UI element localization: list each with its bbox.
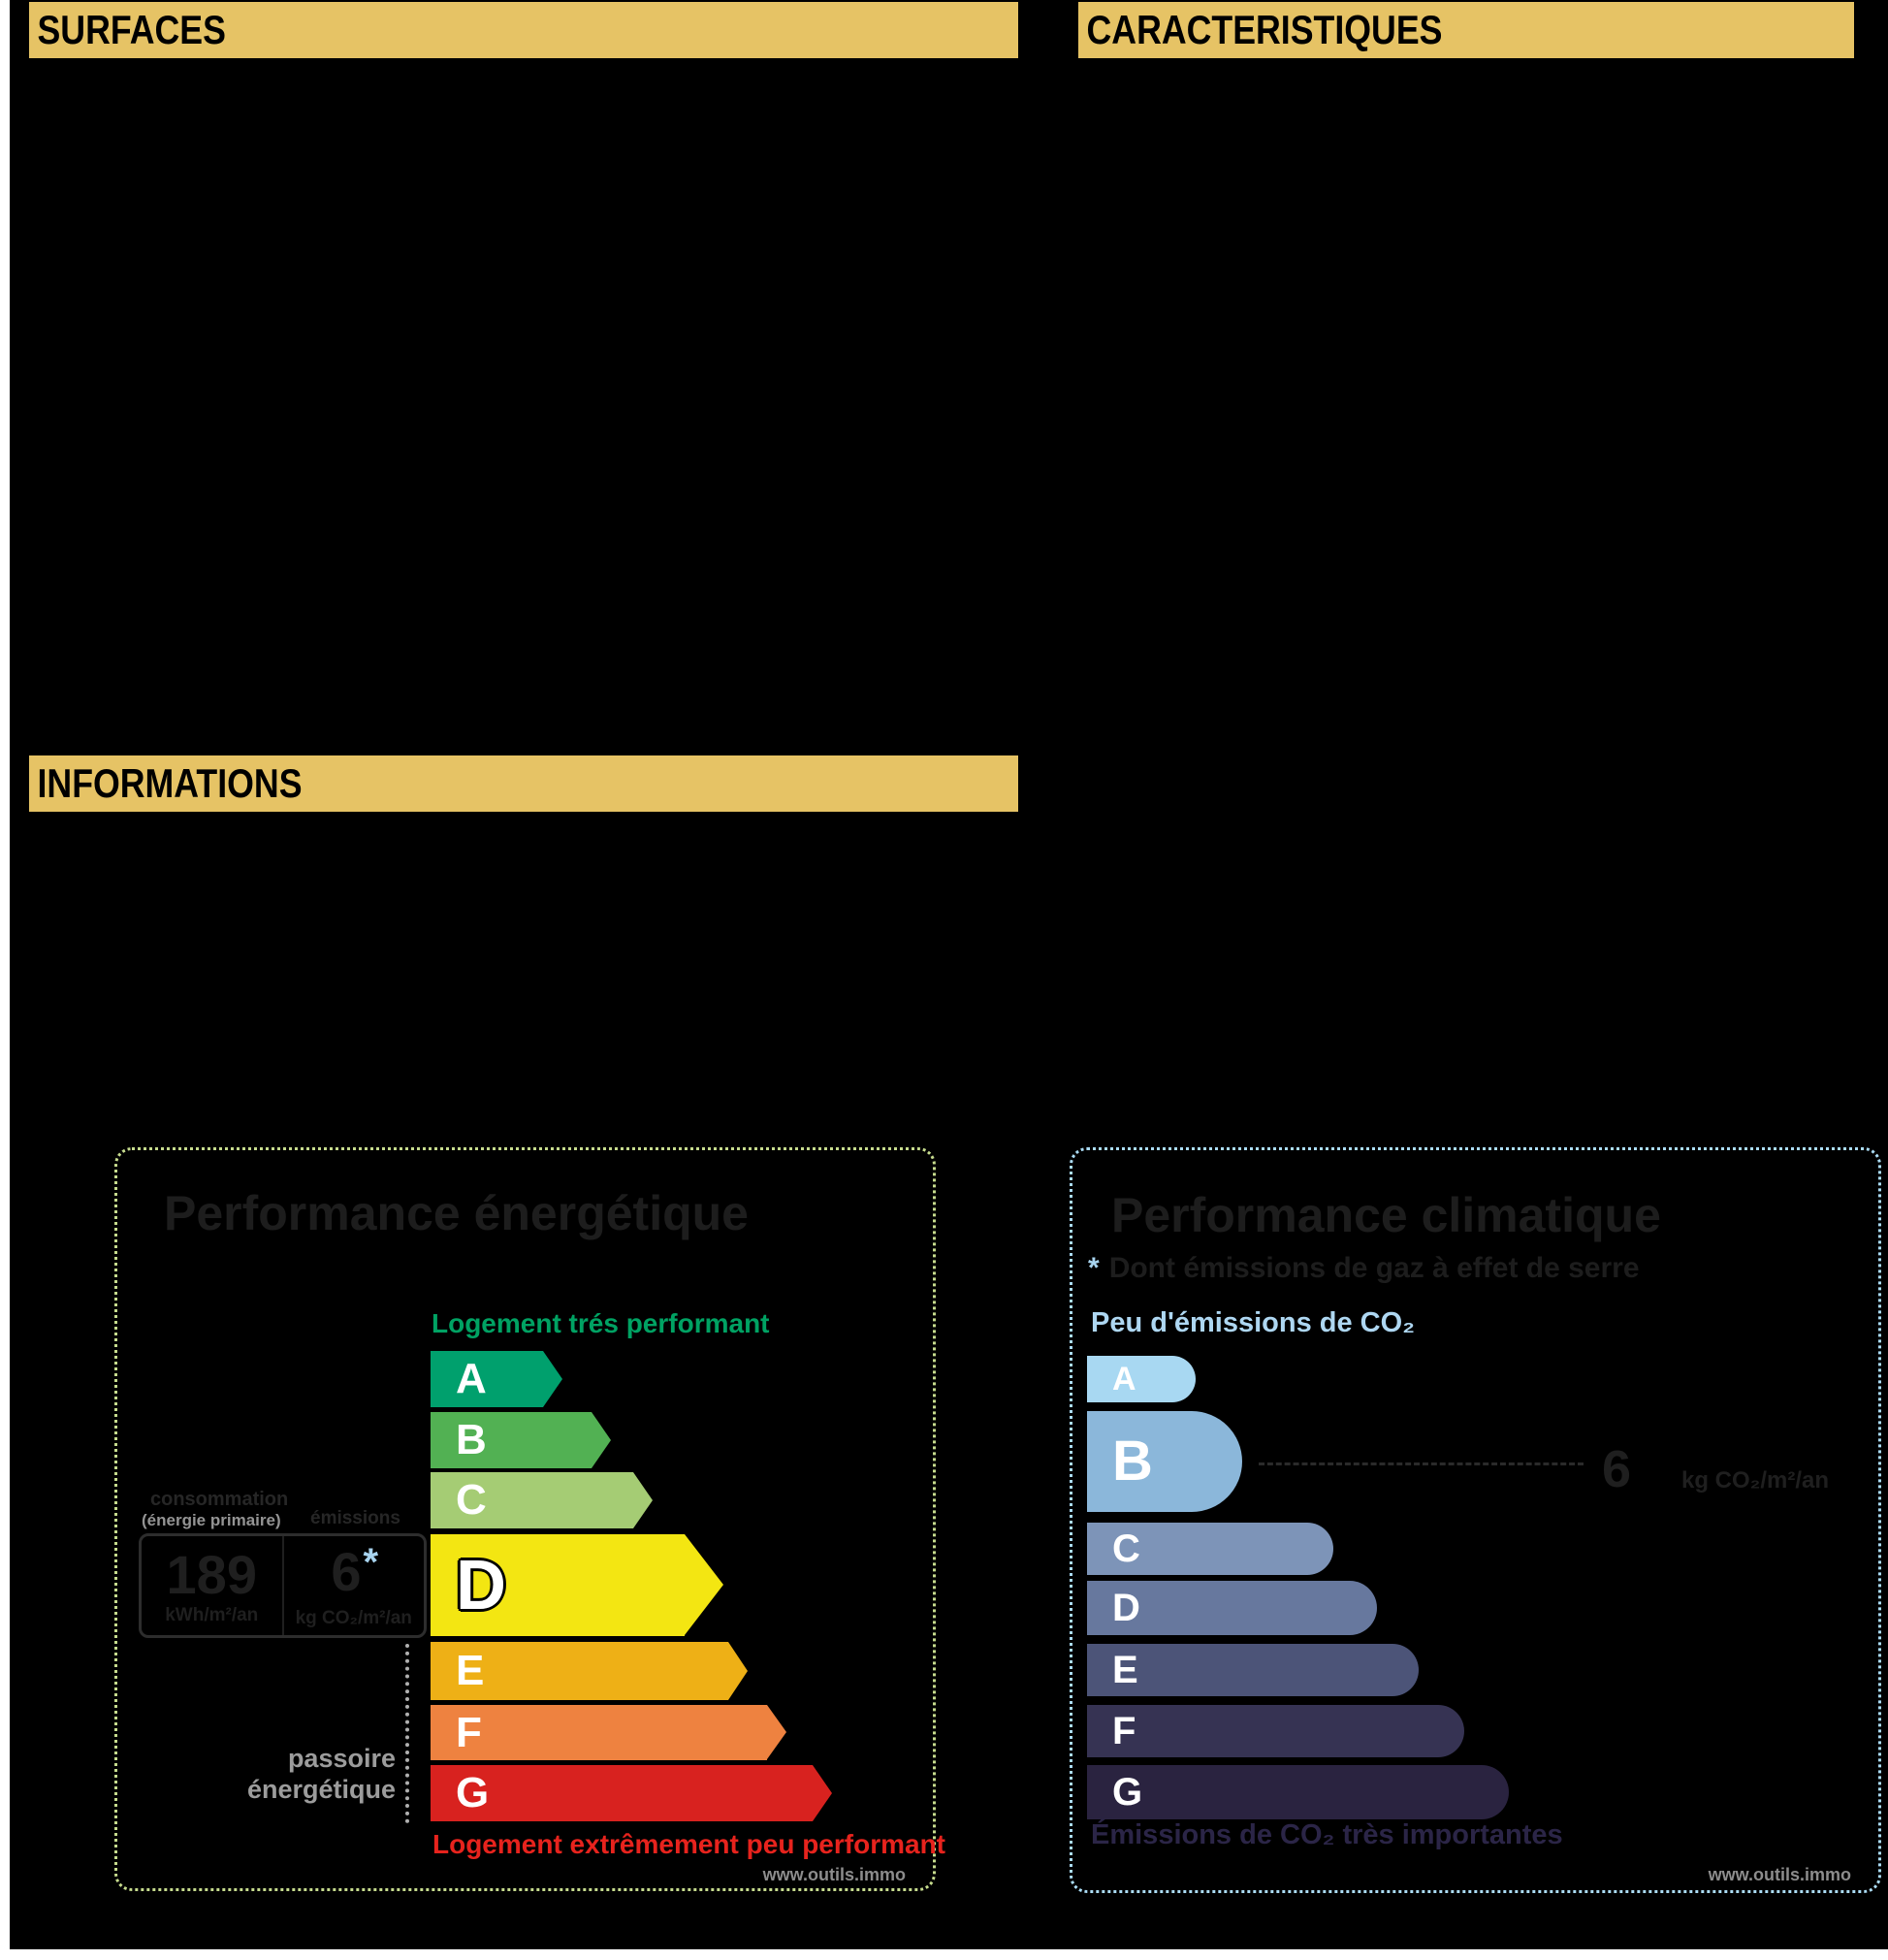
climate-bar-letter-F: F bbox=[1112, 1710, 1136, 1752]
climate-bar-letter-D: D bbox=[1112, 1587, 1140, 1629]
page-edge-left bbox=[0, 0, 10, 1960]
energy-sink-label-line2: énergétique bbox=[246, 1775, 396, 1804]
energy-bar-G: G bbox=[431, 1765, 832, 1821]
climate-bar-letter-A: A bbox=[1112, 1361, 1136, 1398]
consumption-label: consommation bbox=[150, 1489, 289, 1510]
climate-chart-subtitle: * Dont émissions de gaz à effet de serre bbox=[1088, 1252, 1640, 1285]
energy-bar-tip bbox=[813, 1765, 832, 1821]
energy-watermark: www.outils.immo bbox=[762, 1865, 906, 1884]
emission-value-wrap: 6* bbox=[331, 1541, 378, 1605]
climate-value-leader-line bbox=[1259, 1462, 1584, 1465]
consumption-unit: kWh/m²/an bbox=[165, 1604, 259, 1625]
climate-bar-G: G bbox=[1087, 1765, 1509, 1819]
consumption-value: 189 bbox=[166, 1543, 257, 1605]
climate-bottom-label: Émissions de CO₂ très importantes bbox=[1091, 1819, 1563, 1850]
energy-bar-D: D bbox=[431, 1534, 723, 1636]
section-header-caracteristiques: CARACTERISTIQUES bbox=[1078, 2, 1854, 58]
primary-energy-label: (énergie primaire) bbox=[142, 1511, 281, 1529]
climate-bar-E: E bbox=[1087, 1644, 1419, 1696]
energy-bar-tip bbox=[767, 1705, 786, 1759]
energy-sink-label-line1: passoire bbox=[287, 1744, 396, 1773]
energy-top-label: Logement trés performant bbox=[432, 1308, 770, 1338]
energy-bar-letter-D: D bbox=[456, 1546, 506, 1624]
climate-bar-D: D bbox=[1087, 1581, 1377, 1635]
climate-watermark: www.outils.immo bbox=[1708, 1865, 1851, 1884]
energy-performance-chart: Performance énergétique Logement trés pe… bbox=[114, 1147, 945, 1891]
energy-chart-title: Performance énergétique bbox=[164, 1186, 749, 1240]
energy-bar-tip bbox=[728, 1642, 748, 1700]
energy-bar-tip bbox=[633, 1472, 653, 1528]
climate-bar-B: B bbox=[1087, 1411, 1242, 1512]
energy-bar-letter-B: B bbox=[456, 1416, 487, 1463]
energy-bar-letter-A: A bbox=[456, 1355, 487, 1402]
energy-bar-B: B bbox=[431, 1412, 611, 1468]
energy-value-box: 189 kWh/m²/an 6* kg CO₂/m²/an bbox=[139, 1533, 427, 1638]
energy-bar-letter-C: C bbox=[456, 1476, 487, 1524]
energy-bar-tip bbox=[685, 1534, 723, 1635]
climate-value: 6 bbox=[1602, 1440, 1632, 1498]
climate-chart-title: Performance climatique bbox=[1111, 1188, 1661, 1242]
energy-bottom-label: Logement extrêmement peu performant bbox=[432, 1829, 945, 1859]
climate-bar-F: F bbox=[1087, 1705, 1464, 1757]
subtitle-star: * bbox=[1088, 1252, 1100, 1284]
energy-bar-E: E bbox=[431, 1642, 748, 1700]
section-header-informations: INFORMATIONS bbox=[29, 755, 1018, 812]
page-edge-bottom bbox=[0, 1949, 1888, 1960]
energy-bar-A: A bbox=[431, 1351, 562, 1407]
climate-bar-letter-G: G bbox=[1112, 1771, 1143, 1814]
subtitle-text: Dont émissions de gaz à effet de serre bbox=[1108, 1252, 1640, 1284]
energy-sink-label: passoire énergétique bbox=[117, 1743, 396, 1805]
emission-unit: kg CO₂/m²/an bbox=[295, 1607, 412, 1628]
climate-bar-A: A bbox=[1087, 1356, 1196, 1402]
energy-bar-tip bbox=[592, 1412, 611, 1468]
climate-bar-letter-B: B bbox=[1112, 1430, 1153, 1493]
energy-bar-tip bbox=[543, 1351, 562, 1407]
energy-bar-letter-E: E bbox=[456, 1647, 485, 1694]
climate-bar-letter-E: E bbox=[1112, 1649, 1138, 1691]
emission-star: * bbox=[363, 1540, 379, 1584]
climate-value-unit: kg CO₂/m²/an bbox=[1681, 1467, 1830, 1494]
section-header-surfaces-label: SURFACES bbox=[37, 7, 226, 52]
energy-bar-F: F bbox=[431, 1705, 786, 1760]
consumption-column: 189 kWh/m²/an bbox=[142, 1536, 282, 1635]
section-header-surfaces: SURFACES bbox=[29, 2, 1018, 58]
climate-bar-C: C bbox=[1087, 1523, 1333, 1575]
section-header-caracteristiques-label: CARACTERISTIQUES bbox=[1086, 7, 1443, 52]
climate-top-label: Peu d'émissions de CO₂ bbox=[1091, 1307, 1416, 1338]
section-header-informations-label: INFORMATIONS bbox=[37, 760, 303, 806]
energy-bar-C: C bbox=[431, 1472, 653, 1528]
climate-bar-letter-C: C bbox=[1112, 1527, 1140, 1570]
sink-bracket-line bbox=[405, 1644, 409, 1823]
energy-bar-letter-F: F bbox=[456, 1708, 482, 1756]
emission-column: 6* kg CO₂/m²/an bbox=[281, 1536, 425, 1635]
energy-bar-letter-G: G bbox=[456, 1769, 490, 1816]
emissions-label: émissions bbox=[310, 1508, 400, 1528]
climate-performance-chart: Performance climatique * Dont émissions d… bbox=[1070, 1147, 1881, 1893]
emission-value: 6 bbox=[331, 1540, 362, 1602]
